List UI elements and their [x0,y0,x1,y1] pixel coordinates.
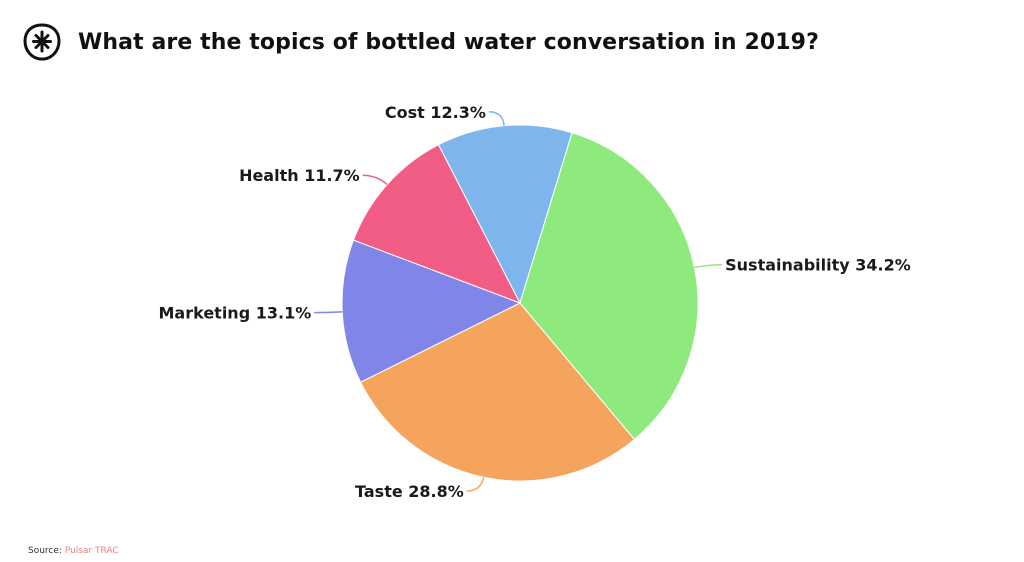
connector-cost [488,111,505,126]
source-footer: Source: Pulsar TRAC [28,546,119,556]
slice-label-taste: Taste 28.8% [355,482,464,501]
connector-sustainability [694,263,723,269]
slice-label-cost: Cost 12.3% [385,103,486,122]
slice-label-marketing: Marketing 13.1% [159,304,312,323]
pulsar-logo-icon [23,23,61,61]
chart-title: What are the topics of bottled water con… [78,29,819,55]
source-prefix: Source: [28,546,65,556]
slice-label-sustainability: Sustainability 34.2% [725,256,911,275]
connector-health [362,174,388,186]
connector-marketing [314,311,343,314]
source-link[interactable]: Pulsar TRAC [64,546,119,556]
header: What are the topics of bottled water con… [22,22,819,62]
connector-taste [466,477,485,492]
slice-label-health: Health 11.7% [239,166,360,185]
pie-slice-cost[interactable] [437,124,573,305]
pie-slice-health[interactable] [352,144,522,304]
pie-slice-marketing[interactable] [341,239,522,383]
pie-slice-sustainability[interactable] [519,132,699,441]
pie-slice-taste[interactable] [359,302,636,482]
